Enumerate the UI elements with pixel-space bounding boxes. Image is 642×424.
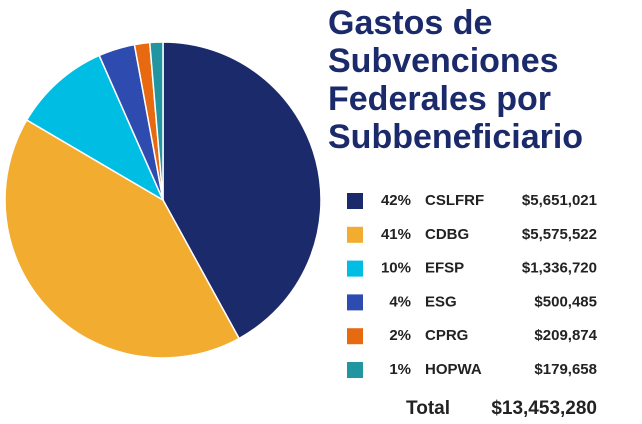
pie-slice — [4, 118, 241, 359]
legend-swatch — [347, 294, 363, 311]
total-text: Total — [406, 398, 450, 419]
legend-percent: 2% — [389, 327, 411, 344]
legend-swatch — [347, 193, 363, 209]
pie-slice — [162, 41, 322, 340]
legend-swatch — [347, 362, 363, 378]
legend-amount: $500,485 — [534, 293, 597, 310]
legend-swatch — [347, 260, 363, 277]
legend-label: ESG — [425, 293, 457, 310]
legend-swatch — [347, 226, 363, 243]
legend-amount: $1,336,720 — [522, 260, 597, 277]
chart-title: Gastos de Subvenciones Federales por Sub… — [328, 4, 584, 156]
legend-percent: 41% — [381, 226, 411, 243]
legend-percent: 4% — [389, 293, 411, 310]
legend-amount: $5,651,021 — [522, 192, 597, 209]
legend-label: EFSP — [425, 260, 464, 277]
legend-amount: $179,658 — [534, 361, 597, 378]
legend-label: CSLFRF — [425, 192, 484, 209]
legend-amount: $209,874 — [534, 327, 597, 344]
pie-slice — [148, 41, 164, 201]
legend-percent: 10% — [381, 260, 411, 277]
pie-slice — [25, 54, 165, 202]
legend-percent: 42% — [381, 192, 411, 209]
legend-label: CDBG — [425, 226, 469, 243]
legend-label: HOPWA — [425, 361, 482, 378]
legend-swatch — [347, 328, 363, 345]
total-amount: $13,453,280 — [491, 398, 597, 419]
legend-label: CPRG — [425, 327, 468, 344]
legend-amount: $5,575,522 — [522, 226, 597, 243]
legend-percent: 1% — [389, 361, 411, 378]
